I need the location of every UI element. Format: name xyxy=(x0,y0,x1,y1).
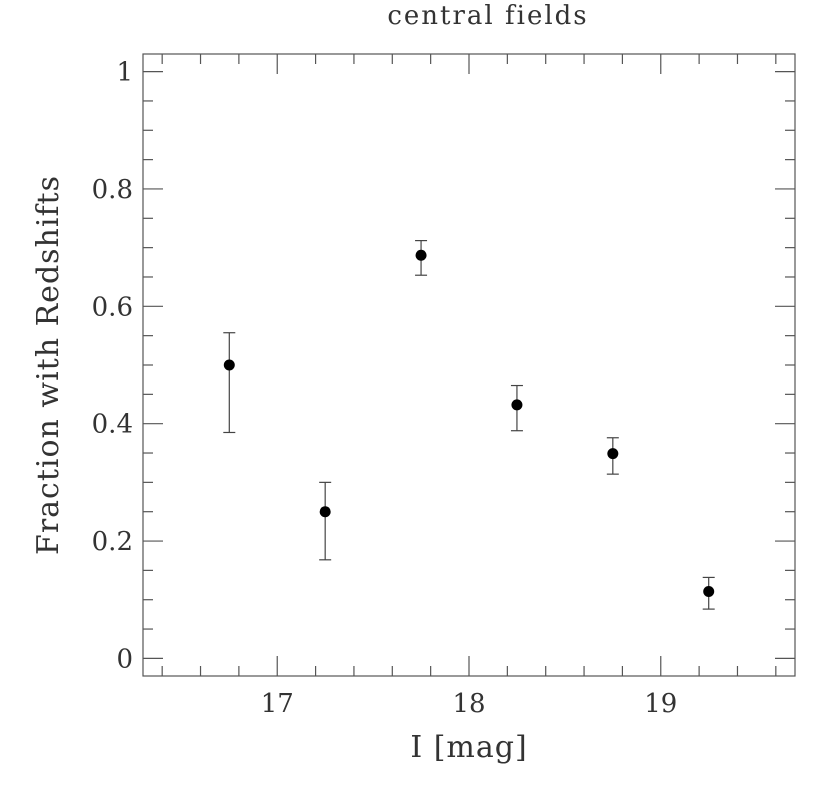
y-tick-label: 1 xyxy=(116,58,133,88)
data-point xyxy=(607,448,619,460)
chart-title: central fields xyxy=(387,1,588,31)
x-tick-label: 19 xyxy=(644,689,677,719)
y-tick-label: 0.6 xyxy=(92,292,133,322)
x-axis-title: I [mag] xyxy=(410,730,527,765)
data-point xyxy=(703,586,715,598)
x-tick-label: 18 xyxy=(452,689,485,719)
plot-frame xyxy=(142,53,796,677)
axis-ticks xyxy=(143,54,795,676)
y-axis-title: Fraction with Redshifts xyxy=(31,175,66,555)
data-point xyxy=(223,359,235,371)
data-point xyxy=(319,506,331,518)
y-tick-label: 0 xyxy=(116,644,133,674)
data-point xyxy=(511,399,523,411)
data-point xyxy=(415,249,427,261)
y-tick-label: 0.4 xyxy=(92,410,133,440)
y-tick-label: 0.2 xyxy=(92,527,133,557)
error-bars xyxy=(223,240,715,610)
tick-labels: 17 18 19 0 0.2 0.4 0.6 0.8 1 xyxy=(92,58,678,719)
data-points xyxy=(223,249,715,598)
x-tick-label: 17 xyxy=(261,689,294,719)
y-tick-label: 0.8 xyxy=(92,175,133,205)
